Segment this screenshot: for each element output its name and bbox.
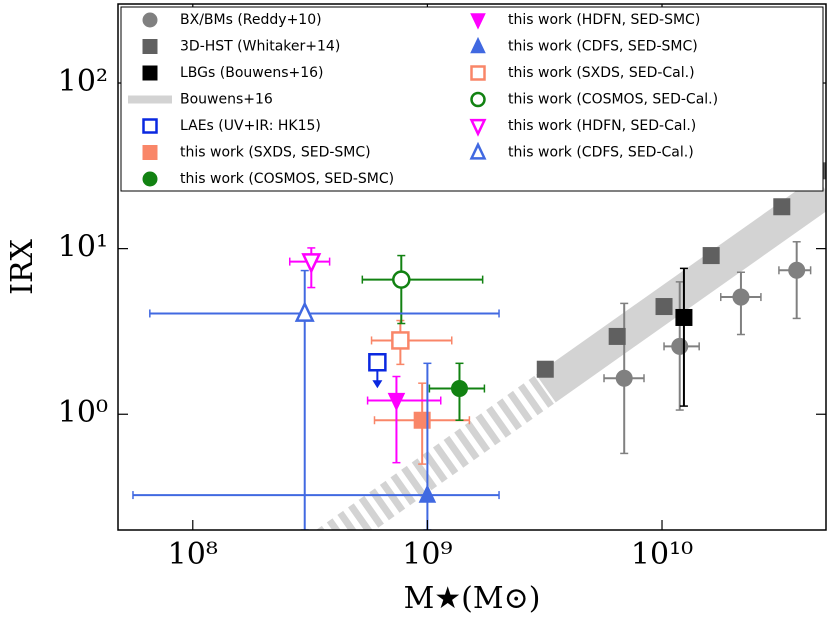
upper-limit-head	[372, 380, 383, 389]
x-axis-label: M★(M⊙)	[404, 581, 541, 616]
marker	[788, 261, 806, 279]
marker	[615, 369, 633, 387]
bouwens-band	[536, 176, 826, 403]
legend-label: LBGs (Bouwens+16)	[180, 65, 324, 81]
marker	[470, 65, 486, 81]
legend-label: BX/BMs (Reddy+10)	[180, 12, 322, 28]
marker	[142, 12, 158, 28]
marker	[470, 36, 486, 54]
legend-label: LAEs (UV+IR: HK15)	[180, 118, 321, 134]
plot-frame	[117, 3, 827, 531]
legend-label: this work (SXDS, SED-Cal.)	[508, 65, 695, 81]
marker	[450, 380, 468, 398]
marker	[773, 198, 791, 216]
y-tick-label: 10⁰	[58, 395, 108, 430]
x-tick-label: 10⁸	[168, 537, 218, 572]
marker	[470, 13, 486, 30]
marker	[391, 331, 410, 350]
marker	[732, 288, 750, 306]
marker	[368, 353, 387, 372]
y-tick-label: 10¹	[58, 230, 108, 265]
marker	[142, 145, 158, 160]
legend-label: this work (CDFS, SED-Cal.)	[508, 145, 694, 161]
marker	[301, 253, 322, 275]
marker	[470, 91, 486, 108]
marker	[418, 484, 437, 503]
marker	[469, 141, 487, 160]
bouwens-band	[316, 374, 556, 530]
legend-label: this work (COSMOS, SED-Cal.)	[508, 92, 718, 108]
legend-label: 3D-HST (Whitaker+14)	[180, 39, 340, 55]
marker	[142, 171, 158, 187]
marker	[392, 270, 411, 289]
y-tick-label: 10²	[58, 64, 108, 99]
marker	[702, 247, 720, 265]
marker	[413, 411, 431, 429]
marker	[536, 360, 554, 378]
marker	[469, 118, 487, 137]
plot-area	[132, 162, 826, 530]
marker	[675, 308, 693, 326]
marker	[142, 118, 158, 134]
marker	[655, 298, 673, 316]
legend-label: this work (CDFS, SED-SMC)	[508, 39, 698, 55]
legend-label: this work (HDFN, SED-Cal.)	[508, 118, 696, 134]
legend-label: this work (HDFN, SED-SMC)	[508, 12, 700, 28]
x-tick-label: 10¹⁰	[631, 537, 693, 572]
marker	[142, 39, 158, 54]
legend-label: this work (COSMOS, SED-SMC)	[180, 171, 394, 187]
marker	[387, 392, 406, 412]
marker	[294, 300, 315, 322]
y-axis-label: IRX	[5, 238, 40, 294]
marker	[142, 65, 158, 81]
x-tick-label: 10⁹	[402, 537, 452, 572]
marker	[671, 337, 689, 355]
legend-label: Bouwens+16	[180, 92, 273, 108]
legend-label: this work (SXDS, SED-SMC)	[180, 145, 371, 161]
legend: BX/BMs (Reddy+10) 3D-HST (Whitaker+14) LBG…	[120, 6, 824, 192]
marker	[608, 327, 626, 345]
